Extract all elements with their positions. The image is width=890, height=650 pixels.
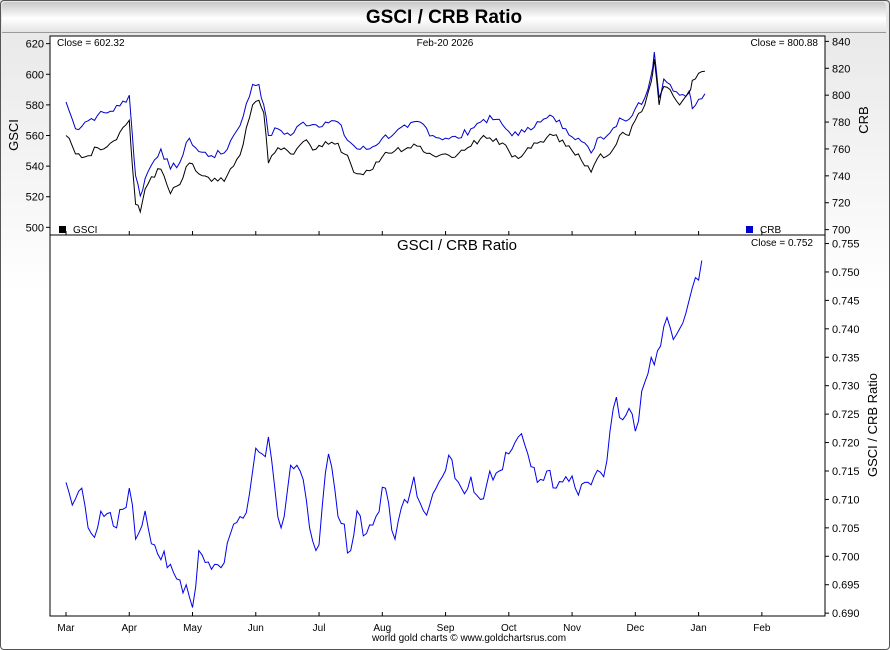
crb-line: [65, 52, 706, 198]
month-label: Feb: [753, 623, 771, 634]
crb-axis-label: CRB: [856, 106, 871, 133]
month-label: Jul: [313, 623, 326, 634]
ratio-tick-label: 0.705: [832, 523, 860, 535]
top-close-left: Close = 602.32: [57, 38, 125, 49]
ratio-tick-label: 0.720: [832, 438, 860, 450]
gsci-line: [65, 58, 705, 214]
month-label: Jan: [691, 623, 707, 634]
title-bar: GSCI / CRB Ratio: [2, 2, 886, 33]
gsci-tick-label: 620: [26, 39, 44, 51]
ratio-tick-label: 0.745: [832, 295, 860, 307]
gsci-axis-label: GSCI: [6, 119, 21, 151]
crb-tick-label: 740: [832, 171, 850, 183]
ratio-panel-title: GSCI / CRB Ratio: [397, 237, 517, 254]
ratio-tick-label: 0.725: [832, 409, 860, 421]
ratio-tick-label: 0.690: [832, 608, 860, 620]
top-panel: [49, 35, 826, 236]
ratio-tick-label: 0.735: [832, 352, 860, 364]
crb-tick-label: 720: [832, 198, 850, 210]
ratio-close: Close = 0.752: [751, 238, 813, 249]
gsci-tick-label: 580: [26, 100, 44, 112]
month-label: Jun: [248, 623, 264, 634]
legend-gsci-label: GSCI: [73, 225, 97, 236]
gsci-tick-label: 560: [26, 131, 44, 143]
crb-tick-label: 800: [832, 90, 850, 102]
month-label: Nov: [563, 623, 581, 634]
ratio-line: [65, 260, 703, 608]
gsci-tick-label: 600: [26, 69, 44, 81]
ratio-tick-label: 0.755: [832, 239, 860, 251]
month-label: Apr: [121, 623, 137, 634]
month-label: Aug: [373, 623, 391, 634]
month-label: Mar: [57, 623, 75, 634]
bottom-panel: [49, 234, 826, 617]
gsci-tick-label: 500: [26, 222, 44, 234]
top-close-right: Close = 800.88: [750, 38, 818, 49]
crb-tick-label: 760: [832, 144, 850, 156]
gsci-tick-label: 520: [26, 192, 44, 204]
crb-tick-label: 700: [832, 225, 850, 237]
chart-title: GSCI / CRB Ratio: [365, 7, 523, 28]
ratio-tick-label: 0.750: [832, 267, 860, 279]
ratio-tick-label: 0.700: [832, 551, 860, 563]
crb-tick-label: 780: [832, 117, 850, 129]
month-label: Sep: [437, 623, 455, 634]
legend-crb-label: CRB: [760, 225, 781, 236]
ratio-tick-label: 0.730: [832, 381, 860, 393]
top-date: Feb-20 2026: [417, 38, 474, 49]
month-label: May: [183, 623, 202, 634]
month-label: Oct: [501, 623, 517, 634]
ratio-tick-label: 0.710: [832, 494, 860, 506]
crb-tick-label: 840: [832, 36, 850, 48]
ratio-tick-label: 0.740: [832, 324, 860, 336]
legend-gsci-swatch: [59, 226, 66, 233]
ratio-tick-label: 0.695: [832, 580, 860, 592]
gsci-tick-label: 540: [26, 161, 44, 173]
legend-crb-swatch: [746, 226, 753, 233]
month-label: Dec: [626, 623, 644, 634]
ratio-tick-label: 0.715: [832, 466, 860, 478]
footer-credit: world gold charts © www.goldchartsrus.co…: [371, 633, 567, 644]
ratio-axis-label: GSCI / CRB Ratio: [865, 373, 880, 477]
crb-tick-label: 820: [832, 63, 850, 75]
